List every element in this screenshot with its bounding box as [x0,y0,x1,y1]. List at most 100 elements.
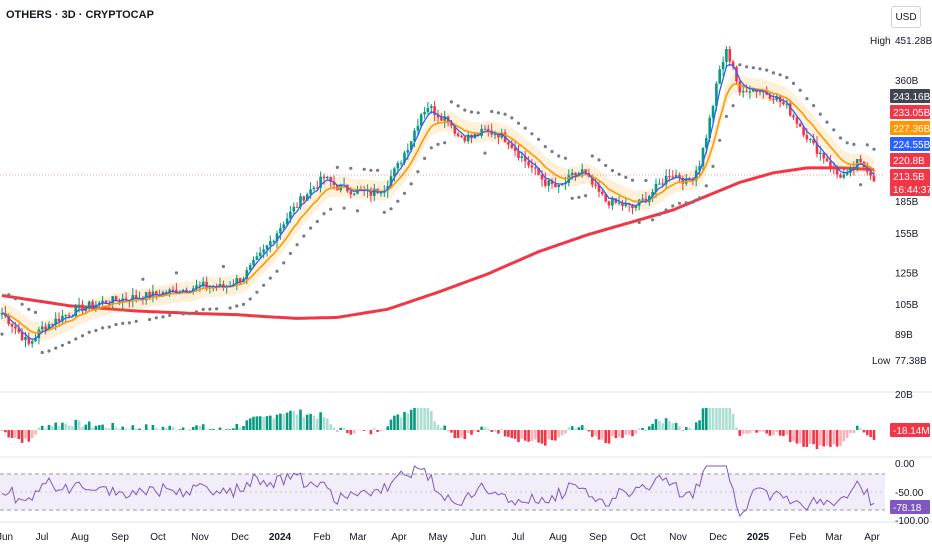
candle-body [399,162,403,164]
candle-body [101,300,104,303]
macd-pane: 20B -18.14M [0,390,930,450]
currency-selector[interactable]: USD [891,6,921,28]
macd-bar [201,424,205,430]
macd-bar [151,425,155,430]
candle-body [795,117,799,124]
sar-dot [449,100,453,104]
macd-bar [195,425,198,430]
macd-bar [379,430,383,432]
macd-bar [591,430,594,437]
macd-bar [269,415,272,430]
macd-bar [34,430,37,435]
macd-bar [108,428,111,430]
sar-dot [771,71,776,75]
candle-body [725,49,728,62]
sar-dot [54,346,58,350]
macd-bar [731,413,735,430]
macd-bar [362,430,366,431]
macd-bar [336,430,339,432]
sar-dot [718,138,722,142]
candle-body [40,326,44,330]
sar-dot [349,166,353,170]
sar-dot [221,264,225,269]
candle-body [869,171,872,176]
chart-title: OTHERS · 3D · CRYPTOCAP [6,9,154,21]
macd-bar [487,428,490,430]
main-pane [0,46,885,355]
macd-bar [678,426,681,430]
candle-body [10,323,14,327]
sar-dot [402,191,407,195]
candle-body [54,318,57,325]
macd-bar [305,414,309,430]
sar-dot [27,307,31,311]
candle-body [252,260,255,266]
macd-bar [222,430,225,431]
sar-dot [832,128,836,132]
candle-body [7,316,10,324]
sar-dot [758,67,762,71]
macd-bar [497,430,500,434]
time-tick-label: Feb [789,532,807,543]
time-tick-label: Oct [150,532,166,543]
time-tick-label: Sep [111,532,129,543]
sar-dot [362,167,366,171]
macd-bar [175,430,178,431]
macd-bar [557,430,560,438]
sar-dot [711,164,715,168]
macd-bar [386,426,389,430]
macd-bar [809,430,812,444]
candle-body [255,256,259,260]
sar-dot [644,178,648,183]
candle-body [782,101,785,104]
macd-bar [567,427,571,430]
macd-bar [389,419,393,430]
macd-bar [242,426,245,430]
candle-body [91,301,94,308]
macd-bar [748,430,752,433]
macd-bar [47,425,51,430]
sar-dot [805,97,809,101]
price-badge-label: 227.36B [893,124,931,135]
sar-dot [610,168,615,173]
candle-body [584,169,587,174]
macd-bar [158,429,161,431]
time-tick-label: Feb [313,532,331,543]
macd-bar [316,418,319,430]
candle-body [678,175,681,178]
candle-body [668,175,671,177]
macd-bar [57,426,61,430]
price-tick-label: 185B [895,197,919,208]
macd-bar [138,428,141,430]
candle-body [822,152,825,159]
price-badge-label: 233.05B [893,108,931,119]
sar-dot [865,143,869,147]
macd-bar [0,430,4,431]
macd-bar [148,429,151,431]
time-tick-label: Jun [0,532,13,543]
candle-body [312,187,316,190]
macd-bar [735,427,738,430]
macd-bar [393,415,396,430]
macd-bar [456,430,460,438]
macd-bar [825,430,829,446]
price-tick-label: 89B [895,330,913,341]
macd-bar [490,430,493,432]
candle-body [825,158,829,162]
price-badge [890,105,930,119]
sar-dot [630,178,635,182]
sar-dot [262,283,266,287]
macd-bar [574,428,577,430]
candle-body [721,62,725,70]
macd-bar [262,416,265,430]
candle-body [681,177,685,184]
macd-bar [419,408,423,430]
price-badge [890,137,930,151]
candle-body [752,89,755,92]
sar-dot [181,312,185,316]
candle-body [201,281,205,286]
macd-bar [668,421,671,430]
macd-bar [423,408,426,430]
macd-bar [191,427,195,430]
